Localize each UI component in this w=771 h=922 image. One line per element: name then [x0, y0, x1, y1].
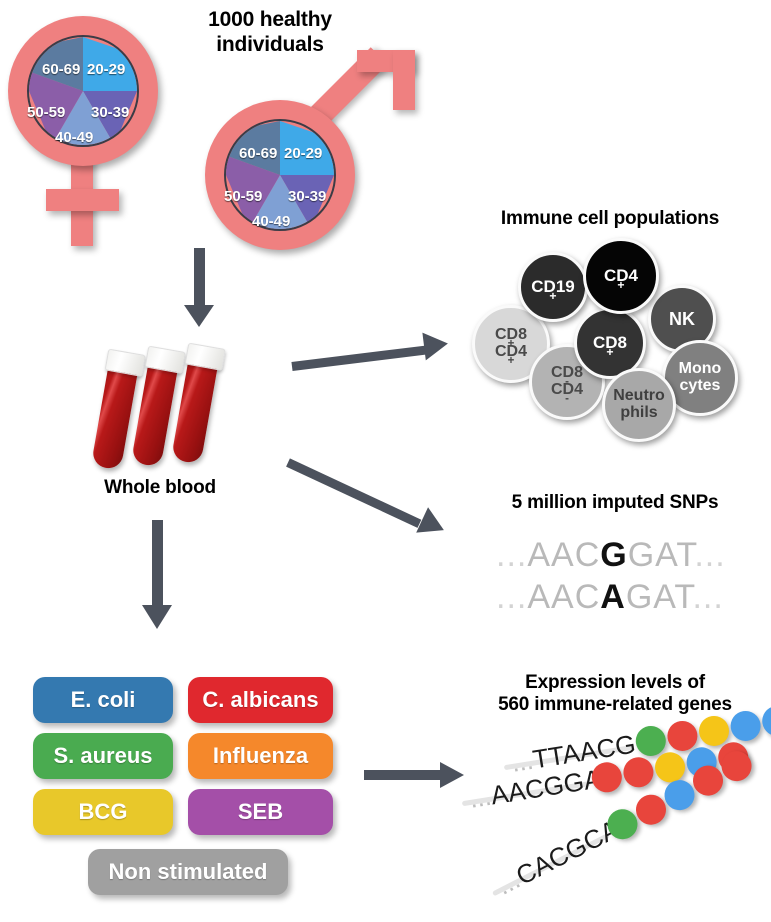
arrow-shaft	[286, 458, 422, 528]
pie-label-20-29: 20-29	[284, 145, 323, 162]
snp-highlight-allele: A	[600, 578, 626, 616]
stimulus-box-non-stimulated[interactable]: Non stimulated	[88, 849, 288, 895]
snp-prefix-dots: ...	[496, 536, 528, 574]
snp-suffix-dots: ...	[694, 536, 726, 574]
stimulus-label: SEB	[237, 799, 284, 824]
pie-label-20-29: 20-29	[87, 61, 126, 78]
stimulus-box-e-coli[interactable]: E. coli	[33, 677, 173, 723]
pie-label-30-39: 30-39	[288, 188, 327, 205]
stimulus-label: E. coli	[70, 687, 136, 712]
arrow-shaft	[291, 345, 427, 371]
cell-circle-cd8: CD8 +	[574, 307, 646, 379]
page-title-line1: 1000 healthy	[208, 8, 332, 31]
cell-label-cd8pos-cd4pos: CD8 + CD4 +	[494, 326, 527, 367]
pie-label-30-39: 30-39	[91, 104, 130, 121]
snp-sequence-row: ...AACAGAT...	[496, 578, 724, 617]
cell-circle-cd4: CD4 +	[583, 238, 659, 314]
expression-title-line1: Expression levels of	[525, 672, 705, 693]
snp-post: GAT	[627, 536, 695, 574]
arrow-head	[440, 762, 464, 788]
arrow-shaft	[194, 248, 205, 310]
stimulus-box-bcg[interactable]: BCG	[33, 789, 173, 835]
snp-sequence-row: ...AACGGAT...	[496, 536, 726, 575]
cell-label-cd8: CD8 +	[592, 333, 627, 359]
arrow-head	[422, 329, 450, 361]
stimulus-label: Non stimulated	[108, 859, 268, 884]
stimulus-box-c-albicans[interactable]: C. albicans	[188, 677, 333, 723]
stimulus-label: Influenza	[212, 743, 309, 768]
expression-section-title: Expression levels of 560 immune-related …	[460, 672, 770, 717]
stimulus-label: C. albicans	[202, 687, 319, 712]
whole-blood-label: Whole blood	[104, 477, 216, 498]
snp-highlight-allele: G	[600, 536, 628, 574]
pie-label-50-59: 50-59	[27, 104, 66, 121]
immune-section-title: Immune cell populations	[500, 208, 720, 229]
cell-label-cd19: CD19 +	[531, 277, 575, 303]
venus-stem-cross	[46, 189, 119, 211]
cell-label-nk: NK	[669, 308, 695, 329]
arrow-head	[184, 305, 214, 327]
stimulus-label: S. aureus	[53, 743, 153, 768]
stimulus-box-influenza[interactable]: Influenza	[188, 733, 333, 779]
arrow-head	[142, 605, 172, 629]
pie-label-40-49: 40-49	[55, 129, 94, 146]
expression-title-line2: 560 immune-related genes	[498, 694, 732, 716]
page-title: 1000 healthy individuals	[170, 8, 370, 58]
cell-label-cd8neg-cd4neg: CD8- CD4-	[550, 364, 583, 405]
stimulus-box-seb[interactable]: SEB	[188, 789, 333, 835]
snp-pre: AAC	[527, 578, 601, 616]
mars-arrow-head-vertical	[393, 50, 415, 110]
snp-section-title: 5 million imputed SNPs	[511, 492, 719, 513]
arrow-head	[416, 507, 450, 543]
arrow-shaft	[152, 520, 163, 610]
stimulus-box-s-aureus[interactable]: S. aureus	[33, 733, 173, 779]
cell-label-neutrophils: Neutro phils	[613, 387, 665, 421]
arrow-shaft	[364, 770, 442, 780]
pie-label-40-49: 40-49	[252, 213, 291, 230]
cell-circle-neutrophils: Neutro phils	[602, 368, 676, 442]
page-title-line2: individuals	[216, 32, 324, 56]
cell-label-monocytes: Mono cytes	[678, 360, 722, 394]
cell-circle-cd19: CD19 +	[518, 252, 588, 322]
cell-label-cd4: CD4 +	[603, 266, 638, 292]
snp-prefix-dots: ...	[496, 578, 528, 616]
stimulus-label: BCG	[78, 799, 128, 824]
snp-suffix-dots: ...	[692, 578, 724, 616]
snp-pre: AAC	[527, 536, 601, 574]
pie-label-50-59: 50-59	[224, 188, 263, 205]
pie-label-60-69: 60-69	[239, 145, 278, 162]
pie-label-60-69: 60-69	[42, 61, 81, 78]
snp-post: GAT	[625, 578, 693, 616]
